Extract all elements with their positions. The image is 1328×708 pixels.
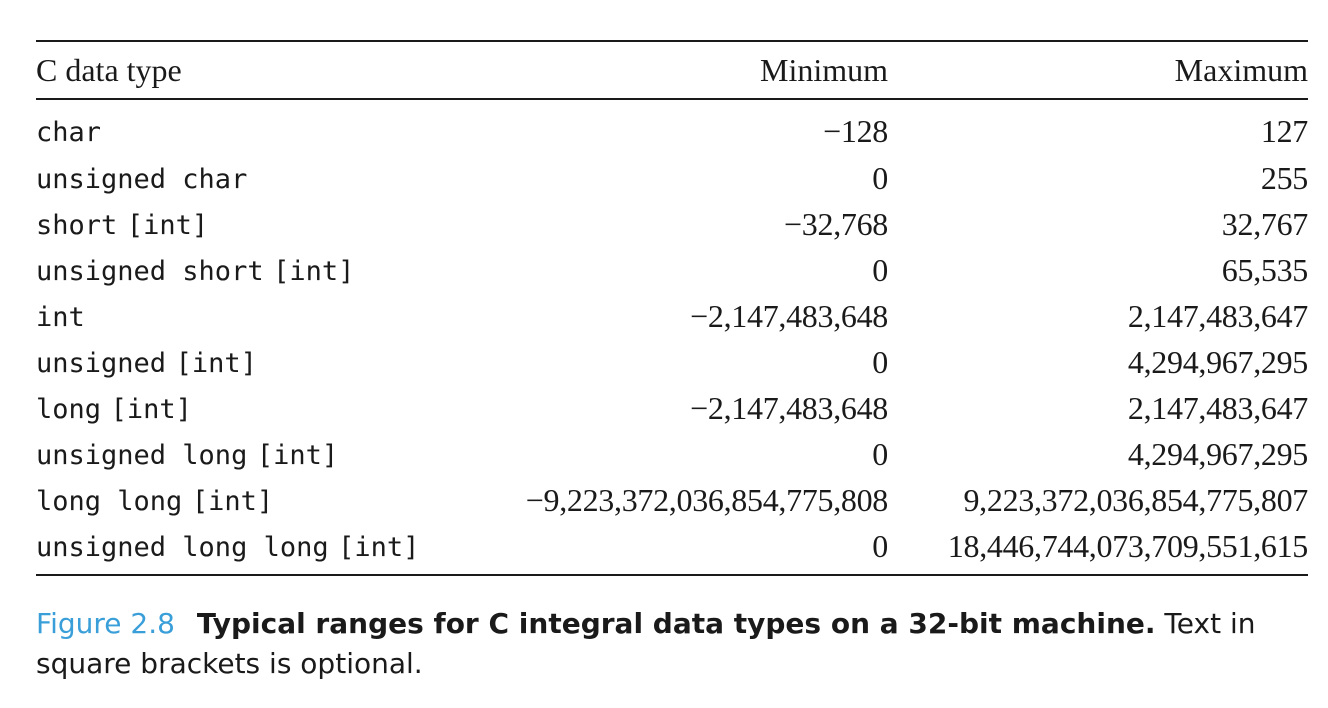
table-row: unsigned char 0 255: [36, 155, 1308, 201]
minimum-value: 0: [456, 523, 888, 576]
type-cell: short [int]: [36, 201, 456, 247]
table-row: long long [int] −9,223,372,036,854,775,8…: [36, 477, 1308, 523]
table-header-row: C data type Minimum Maximum: [36, 40, 1308, 100]
minimum-value: 0: [872, 159, 888, 196]
maximum-value: 65,535: [1221, 251, 1309, 288]
type-name: long long: [36, 485, 183, 517]
optional-int: [int]: [338, 532, 420, 563]
table-row: unsigned [int] 0 4,294,967,295: [36, 339, 1308, 385]
maximum-value: 255: [1260, 159, 1308, 196]
minimum-value: 0: [872, 251, 888, 288]
type-name: unsigned char: [36, 163, 248, 195]
maximum-value: 4,294,967,295: [1127, 343, 1308, 380]
maximum-value: 2,147,483,647: [1127, 297, 1308, 334]
optional-int: [int]: [126, 209, 209, 241]
header-c-data-type: C data type: [36, 40, 456, 100]
header-maximum: Maximum: [888, 40, 1308, 100]
table-row: short [int] −32,768 32,767: [36, 201, 1308, 247]
minimum-value: −128: [823, 113, 888, 149]
data-type-range-table: C data type Minimum Maximum char −128 12…: [36, 40, 1308, 576]
maximum-value: 18,446,744,073,709,551,615: [888, 523, 1308, 576]
type-name: unsigned: [36, 347, 167, 379]
type-cell: long [int]: [36, 385, 456, 431]
maximum-value: 127: [1260, 113, 1308, 149]
type-name: short: [36, 209, 118, 241]
type-cell: unsigned short [int]: [36, 247, 456, 293]
type-cell: unsigned char: [36, 155, 456, 201]
type-name: unsigned long: [36, 439, 248, 471]
figure-caption: Figure 2.8 Typical ranges for C integral …: [36, 604, 1276, 684]
type-name: unsigned long long: [36, 532, 329, 563]
optional-int: [int]: [175, 347, 257, 379]
minimum-value: −9,223,372,036,854,775,808: [525, 481, 889, 518]
maximum-value: 32,767: [1221, 205, 1309, 242]
minimum-value: 0: [872, 343, 888, 380]
table-row: unsigned short [int] 0 65,535: [36, 247, 1308, 293]
table-row: unsigned long long [int] 0 18,446,744,07…: [36, 523, 1308, 576]
type-cell: long long [int]: [36, 477, 456, 523]
minimum-value: −2,147,483,648: [690, 297, 888, 334]
type-name: int: [36, 301, 85, 333]
caption-title: Typical ranges for C integral data types…: [196, 607, 1156, 640]
table-row: unsigned long [int] 0 4,294,967,295: [36, 431, 1308, 477]
minimum-value: −2,147,483,648: [690, 389, 888, 426]
table-row: int −2,147,483,648 2,147,483,647: [36, 293, 1308, 339]
caption-text: Text in square brackets is optional.: [36, 607, 1256, 680]
table-row: long [int] −2,147,483,648 2,147,483,647: [36, 385, 1308, 431]
optional-int: [int]: [256, 439, 339, 471]
table-row: char −128 127: [36, 99, 1308, 155]
type-cell: unsigned long [int]: [36, 431, 456, 477]
type-name: unsigned short: [36, 255, 264, 287]
header-minimum: Minimum: [456, 40, 888, 100]
type-cell: unsigned long long [int]: [36, 523, 456, 576]
optional-int: [int]: [273, 255, 355, 287]
type-name: char: [36, 117, 102, 148]
type-cell: int: [36, 293, 456, 339]
minimum-value: 0: [872, 435, 888, 472]
optional-int: [int]: [191, 485, 274, 517]
minimum-value: −32,768: [784, 205, 888, 242]
figure: C data type Minimum Maximum char −128 12…: [36, 40, 1308, 684]
type-cell: char: [36, 99, 456, 155]
optional-int: [int]: [110, 393, 192, 425]
type-name: long: [36, 393, 102, 425]
maximum-value: 2,147,483,647: [1127, 389, 1308, 426]
type-cell: unsigned [int]: [36, 339, 456, 385]
maximum-value: 4,294,967,295: [1127, 435, 1308, 472]
figure-label: Figure 2.8: [36, 607, 175, 640]
maximum-value: 9,223,372,036,854,775,807: [963, 481, 1308, 518]
